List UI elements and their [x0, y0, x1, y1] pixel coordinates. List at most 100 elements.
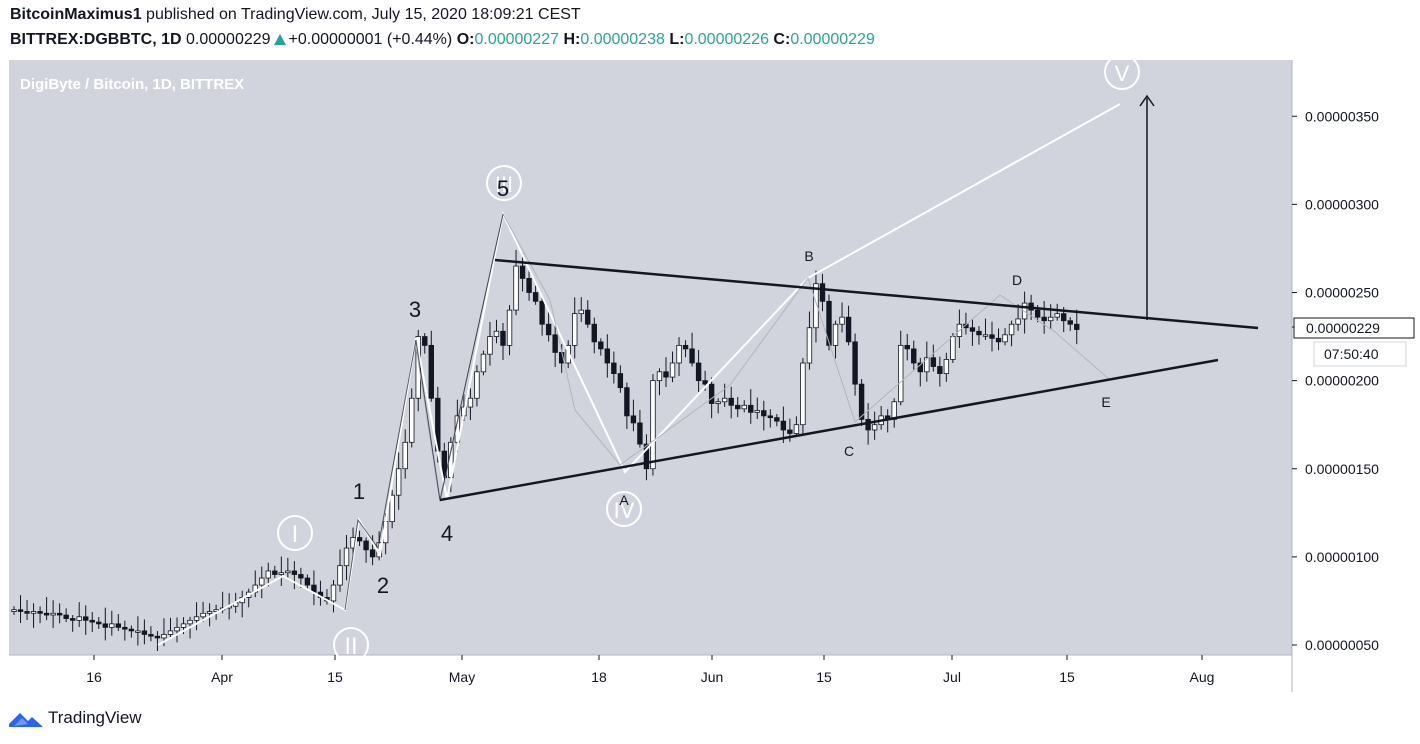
- candle-down: [43, 612, 50, 616]
- candle-down: [761, 410, 767, 417]
- candle-up: [656, 371, 663, 382]
- candle-up: [741, 404, 747, 410]
- candle-down: [904, 344, 910, 350]
- ohlc-bar: BITTREX:DGBBTC, 1D 0.00000229 +0.00000001…: [10, 31, 875, 49]
- candle-up: [167, 630, 174, 635]
- price-change: +0.00000001 (+0.44%): [288, 31, 453, 48]
- candle-up: [943, 359, 950, 374]
- candle-up: [206, 611, 213, 614]
- candle-down: [552, 334, 558, 353]
- candle-up: [343, 547, 350, 567]
- candle-up: [650, 380, 656, 470]
- countdown-box: [1313, 341, 1407, 367]
- candle-up: [467, 397, 474, 408]
- last-price-axis-label: 0.00000229: [1306, 320, 1380, 336]
- candle-down: [89, 619, 95, 623]
- candle-up: [754, 410, 760, 413]
- wave-I-circle: [277, 515, 313, 551]
- candle-up: [174, 626, 180, 632]
- impulse-wave-line: [157, 103, 1121, 646]
- candle-down: [272, 570, 278, 575]
- candle-down: [56, 612, 63, 616]
- candle-down: [1041, 316, 1047, 322]
- tradingview-footer[interactable]: TradingView: [8, 708, 142, 728]
- candle-up: [200, 612, 206, 618]
- candle-down: [937, 366, 943, 374]
- candle-up: [806, 327, 813, 364]
- wave-E-label: E: [1101, 394, 1110, 410]
- candle-down: [115, 623, 122, 628]
- candle-up: [161, 634, 167, 639]
- candle-up: [793, 424, 800, 434]
- y-tick-label: 0.00000150: [1305, 461, 1379, 477]
- triangle-lower-line: [439, 358, 1219, 502]
- candle-down: [598, 341, 604, 350]
- candle-down: [643, 443, 650, 470]
- x-tick-label: 15: [1059, 669, 1075, 685]
- x-tick-label: 15: [327, 669, 343, 685]
- candle-up: [800, 362, 806, 426]
- candle-up: [180, 623, 187, 628]
- candle-up: [135, 630, 141, 633]
- minor-wave-line: [344, 213, 504, 611]
- candle-up: [950, 336, 956, 360]
- author-name[interactable]: BitcoinMaximus1: [10, 6, 142, 23]
- candle-up: [76, 616, 82, 621]
- candle-up: [1008, 323, 1015, 336]
- candle-down: [363, 540, 369, 551]
- candle-down: [24, 611, 30, 614]
- candle-down: [63, 614, 69, 619]
- candle-down: [102, 623, 108, 628]
- x-tick-label: 15: [816, 669, 832, 685]
- wave-I-label: I: [292, 521, 299, 548]
- candle-up: [109, 623, 115, 628]
- candle-down: [356, 537, 363, 542]
- candle-down: [774, 417, 780, 422]
- candle-down: [995, 337, 1002, 343]
- candle-down: [519, 265, 526, 279]
- candle-down: [128, 628, 135, 632]
- candle-up: [871, 424, 878, 431]
- candle-down: [695, 362, 702, 382]
- candle-down: [500, 330, 506, 346]
- wave-IV-label: IV: [614, 498, 635, 523]
- candle-up: [11, 609, 17, 612]
- candle-down: [154, 635, 161, 639]
- candle-up: [1054, 313, 1060, 318]
- candle-down: [911, 348, 917, 364]
- candles: [11, 249, 1080, 651]
- candle-down: [819, 283, 826, 302]
- candle-up: [330, 584, 337, 602]
- candle-up: [285, 570, 291, 574]
- candle-up: [395, 468, 402, 496]
- candle-down: [865, 418, 871, 431]
- wave-A-label: A: [619, 492, 629, 508]
- wave-4-label: 4: [441, 521, 453, 546]
- y-tick-label: 0.00000200: [1305, 373, 1379, 389]
- candle-down: [304, 577, 311, 586]
- wave-2-label: 2: [377, 573, 389, 598]
- candle-down: [852, 341, 858, 385]
- wave-V-circle: [1104, 54, 1140, 90]
- close-label: C:: [773, 31, 791, 48]
- candle-up: [389, 494, 395, 523]
- candle-up: [982, 334, 989, 337]
- candle-down: [585, 309, 591, 325]
- y-tick-label: 0.00000300: [1305, 196, 1379, 212]
- time-axis[interactable]: 16 Apr 15 May 18 Jun 15 Jul 15 Aug: [86, 655, 1214, 685]
- candle-down: [845, 316, 852, 343]
- candle-up: [278, 572, 285, 575]
- plot-area[interactable]: [9, 60, 1292, 655]
- candle-down: [637, 422, 643, 445]
- candle-up: [30, 611, 37, 614]
- wave-3-label: 3: [409, 297, 421, 322]
- candle-down: [780, 420, 787, 431]
- candle-up: [1015, 318, 1021, 325]
- candle-down: [298, 574, 304, 579]
- candle-down: [735, 404, 741, 410]
- candle-down: [291, 570, 298, 575]
- price-axis[interactable]: 0.00000350 0.00000300 0.00000250 0.00000200…: [1292, 108, 1379, 653]
- candle-up: [337, 565, 343, 586]
- candle-up: [193, 616, 200, 621]
